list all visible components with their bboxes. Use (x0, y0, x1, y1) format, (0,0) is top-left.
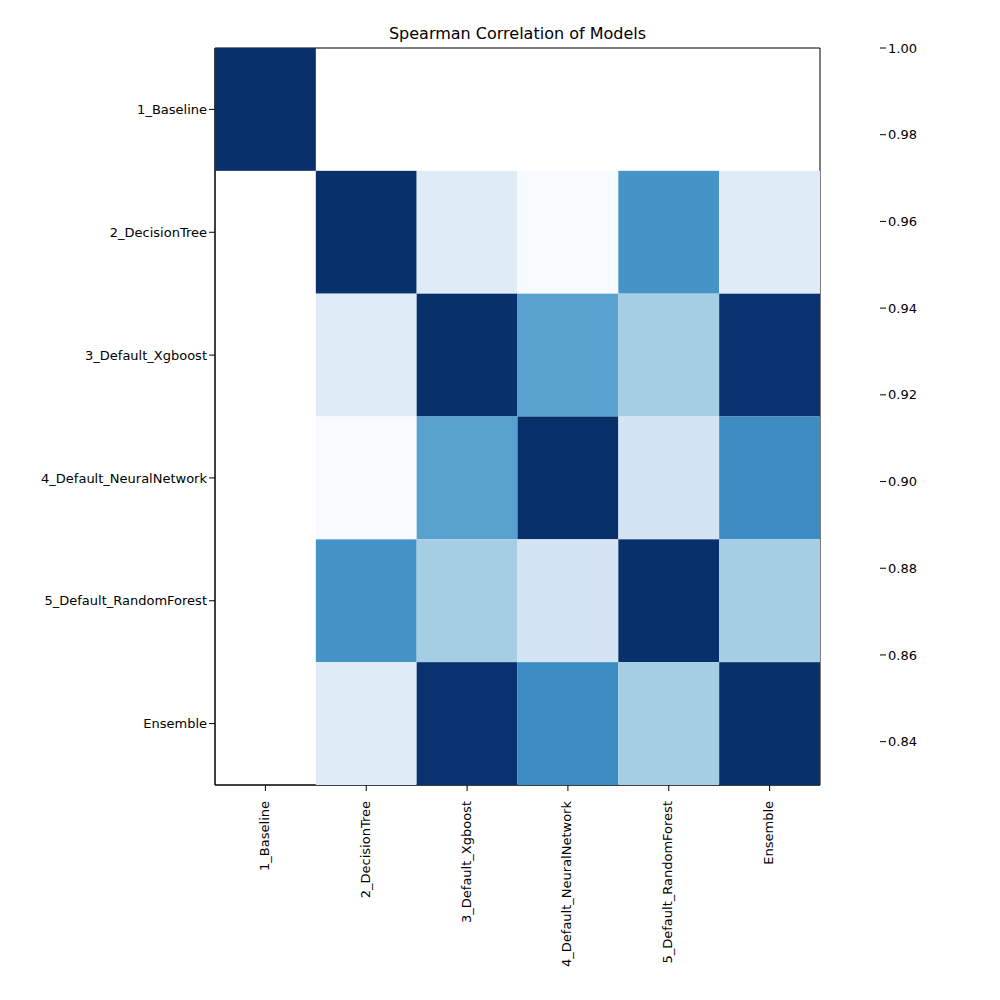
svg-text:3_Default_Xgboost: 3_Default_Xgboost (85, 348, 207, 363)
svg-text:Ensemble: Ensemble (761, 801, 776, 865)
svg-text:0.88: 0.88 (888, 561, 917, 576)
svg-text:4_Default_NeuralNetwork: 4_Default_NeuralNetwork (559, 801, 574, 967)
svg-text:0.90: 0.90 (888, 474, 917, 489)
html-text:Spearman Correlation of Models: Spearman Correlation of Models (389, 24, 646, 43)
svg-text:0.94: 0.94 (888, 301, 917, 316)
svg-text:1_Baseline: 1_Baseline (257, 801, 272, 871)
svg-text:2_DecisionTree: 2_DecisionTree (110, 225, 207, 240)
svg-text:3_Default_Xgboost: 3_Default_Xgboost (459, 801, 474, 923)
svg-text:5_Default_RandomForest: 5_Default_RandomForest (45, 593, 208, 608)
svg-text:0.84: 0.84 (888, 734, 917, 749)
svg-text:0.92: 0.92 (888, 387, 917, 402)
svg-text:0.86: 0.86 (888, 648, 917, 663)
svg-text:1_Baseline: 1_Baseline (137, 102, 207, 117)
svg-text:0.96: 0.96 (888, 214, 917, 229)
svg-text:5_Default_RandomForest: 5_Default_RandomForest (660, 801, 675, 964)
svg-text:Ensemble: Ensemble (143, 716, 207, 731)
svg-text:2_DecisionTree: 2_DecisionTree (358, 801, 373, 898)
svg-text:4_Default_NeuralNetwork: 4_Default_NeuralNetwork (41, 471, 207, 486)
svg-text:1.00: 1.00 (888, 41, 917, 56)
svg-text:0.98: 0.98 (888, 127, 917, 142)
